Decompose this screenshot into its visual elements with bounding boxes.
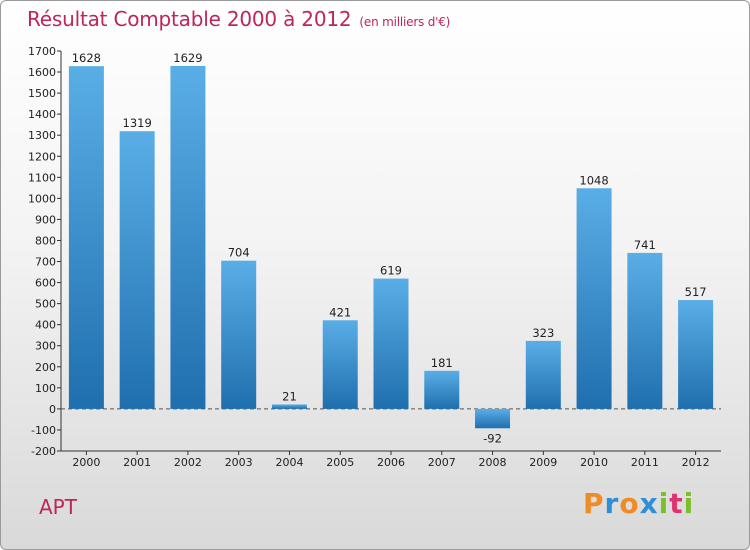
chart-title: Résultat Comptable 2000 à 2012 (en millie… bbox=[27, 7, 451, 31]
y-tick-label: 1500 bbox=[28, 87, 56, 100]
y-tick-label: 0 bbox=[49, 403, 56, 416]
x-tick-label-2009: 2009 bbox=[529, 456, 557, 469]
y-tick-label: -100 bbox=[31, 424, 56, 437]
data-label-2001: 1319 bbox=[123, 116, 152, 130]
data-label-2009: 323 bbox=[532, 326, 554, 340]
logo-letter: i bbox=[683, 487, 695, 520]
bar-2003 bbox=[221, 260, 257, 409]
y-tick-label: 1400 bbox=[28, 108, 56, 121]
logo-letter: i bbox=[658, 487, 670, 520]
x-tick-label-2004: 2004 bbox=[275, 456, 303, 469]
x-tick-label-2001: 2001 bbox=[123, 456, 151, 469]
y-tick-label: 300 bbox=[35, 340, 56, 353]
logo-letter: t bbox=[669, 487, 684, 520]
data-label-2011: 741 bbox=[634, 238, 656, 252]
x-tick-label-2005: 2005 bbox=[326, 456, 354, 469]
data-label-2007: 181 bbox=[431, 356, 453, 370]
y-tick-label: 1300 bbox=[28, 129, 56, 142]
bar-2008 bbox=[475, 408, 511, 429]
y-tick-label: 700 bbox=[35, 256, 56, 269]
chart-subtitle: (en milliers d'€) bbox=[359, 15, 451, 29]
y-tick-label: 1100 bbox=[28, 171, 56, 184]
y-tick-label: 1700 bbox=[28, 45, 56, 58]
data-label-2006: 619 bbox=[380, 264, 402, 278]
data-label-2002: 1629 bbox=[173, 51, 202, 65]
proxiti-logo[interactable]: Proxiti bbox=[583, 487, 694, 520]
y-tick-label: -200 bbox=[31, 445, 56, 458]
data-label-2000: 1628 bbox=[72, 51, 101, 65]
data-label-2005: 421 bbox=[329, 305, 351, 319]
bar-2009 bbox=[525, 340, 561, 409]
y-tick-label: 100 bbox=[35, 382, 56, 395]
x-tick-label-2007: 2007 bbox=[428, 456, 456, 469]
y-tick-label: 500 bbox=[35, 298, 56, 311]
logo-letter: x bbox=[639, 487, 659, 520]
bar-2010 bbox=[576, 188, 612, 409]
logo-letter: r bbox=[604, 487, 620, 520]
bar-2012 bbox=[678, 300, 714, 409]
data-label-2004: 21 bbox=[282, 389, 297, 403]
x-tick-label-2008: 2008 bbox=[479, 456, 507, 469]
y-tick-label: 1000 bbox=[28, 192, 56, 205]
x-tick-label-2003: 2003 bbox=[225, 456, 253, 469]
data-label-2003: 704 bbox=[228, 246, 250, 260]
y-tick-label: 1600 bbox=[28, 66, 56, 79]
data-label-2010: 1048 bbox=[579, 173, 608, 187]
x-tick-label-2011: 2011 bbox=[631, 456, 659, 469]
x-tick-label-2002: 2002 bbox=[174, 456, 202, 469]
x-tick-label-2010: 2010 bbox=[580, 456, 608, 469]
data-label-2008: -92 bbox=[483, 431, 502, 445]
bar-2002 bbox=[170, 65, 206, 409]
city-name: APT bbox=[39, 495, 77, 519]
x-tick-label-2012: 2012 bbox=[682, 456, 710, 469]
y-tick-label: 600 bbox=[35, 277, 56, 290]
x-tick-label-2000: 2000 bbox=[72, 456, 100, 469]
bar-2007 bbox=[424, 370, 460, 409]
y-tick-label: 800 bbox=[35, 234, 56, 247]
bar-2004 bbox=[271, 404, 307, 409]
y-tick-label: 900 bbox=[35, 213, 56, 226]
logo-letter: o bbox=[619, 487, 640, 520]
bar-2001 bbox=[119, 131, 155, 409]
y-tick-label: 400 bbox=[35, 319, 56, 332]
bar-2011 bbox=[627, 252, 663, 409]
x-tick-label-2006: 2006 bbox=[377, 456, 405, 469]
bar-2000 bbox=[68, 66, 104, 409]
data-label-2012: 517 bbox=[685, 285, 707, 299]
bar-2006 bbox=[373, 278, 409, 409]
y-tick-label: 1200 bbox=[28, 150, 56, 163]
logo-letter: P bbox=[583, 487, 605, 520]
y-tick-label: 200 bbox=[35, 361, 56, 374]
bar-2005 bbox=[322, 320, 358, 409]
